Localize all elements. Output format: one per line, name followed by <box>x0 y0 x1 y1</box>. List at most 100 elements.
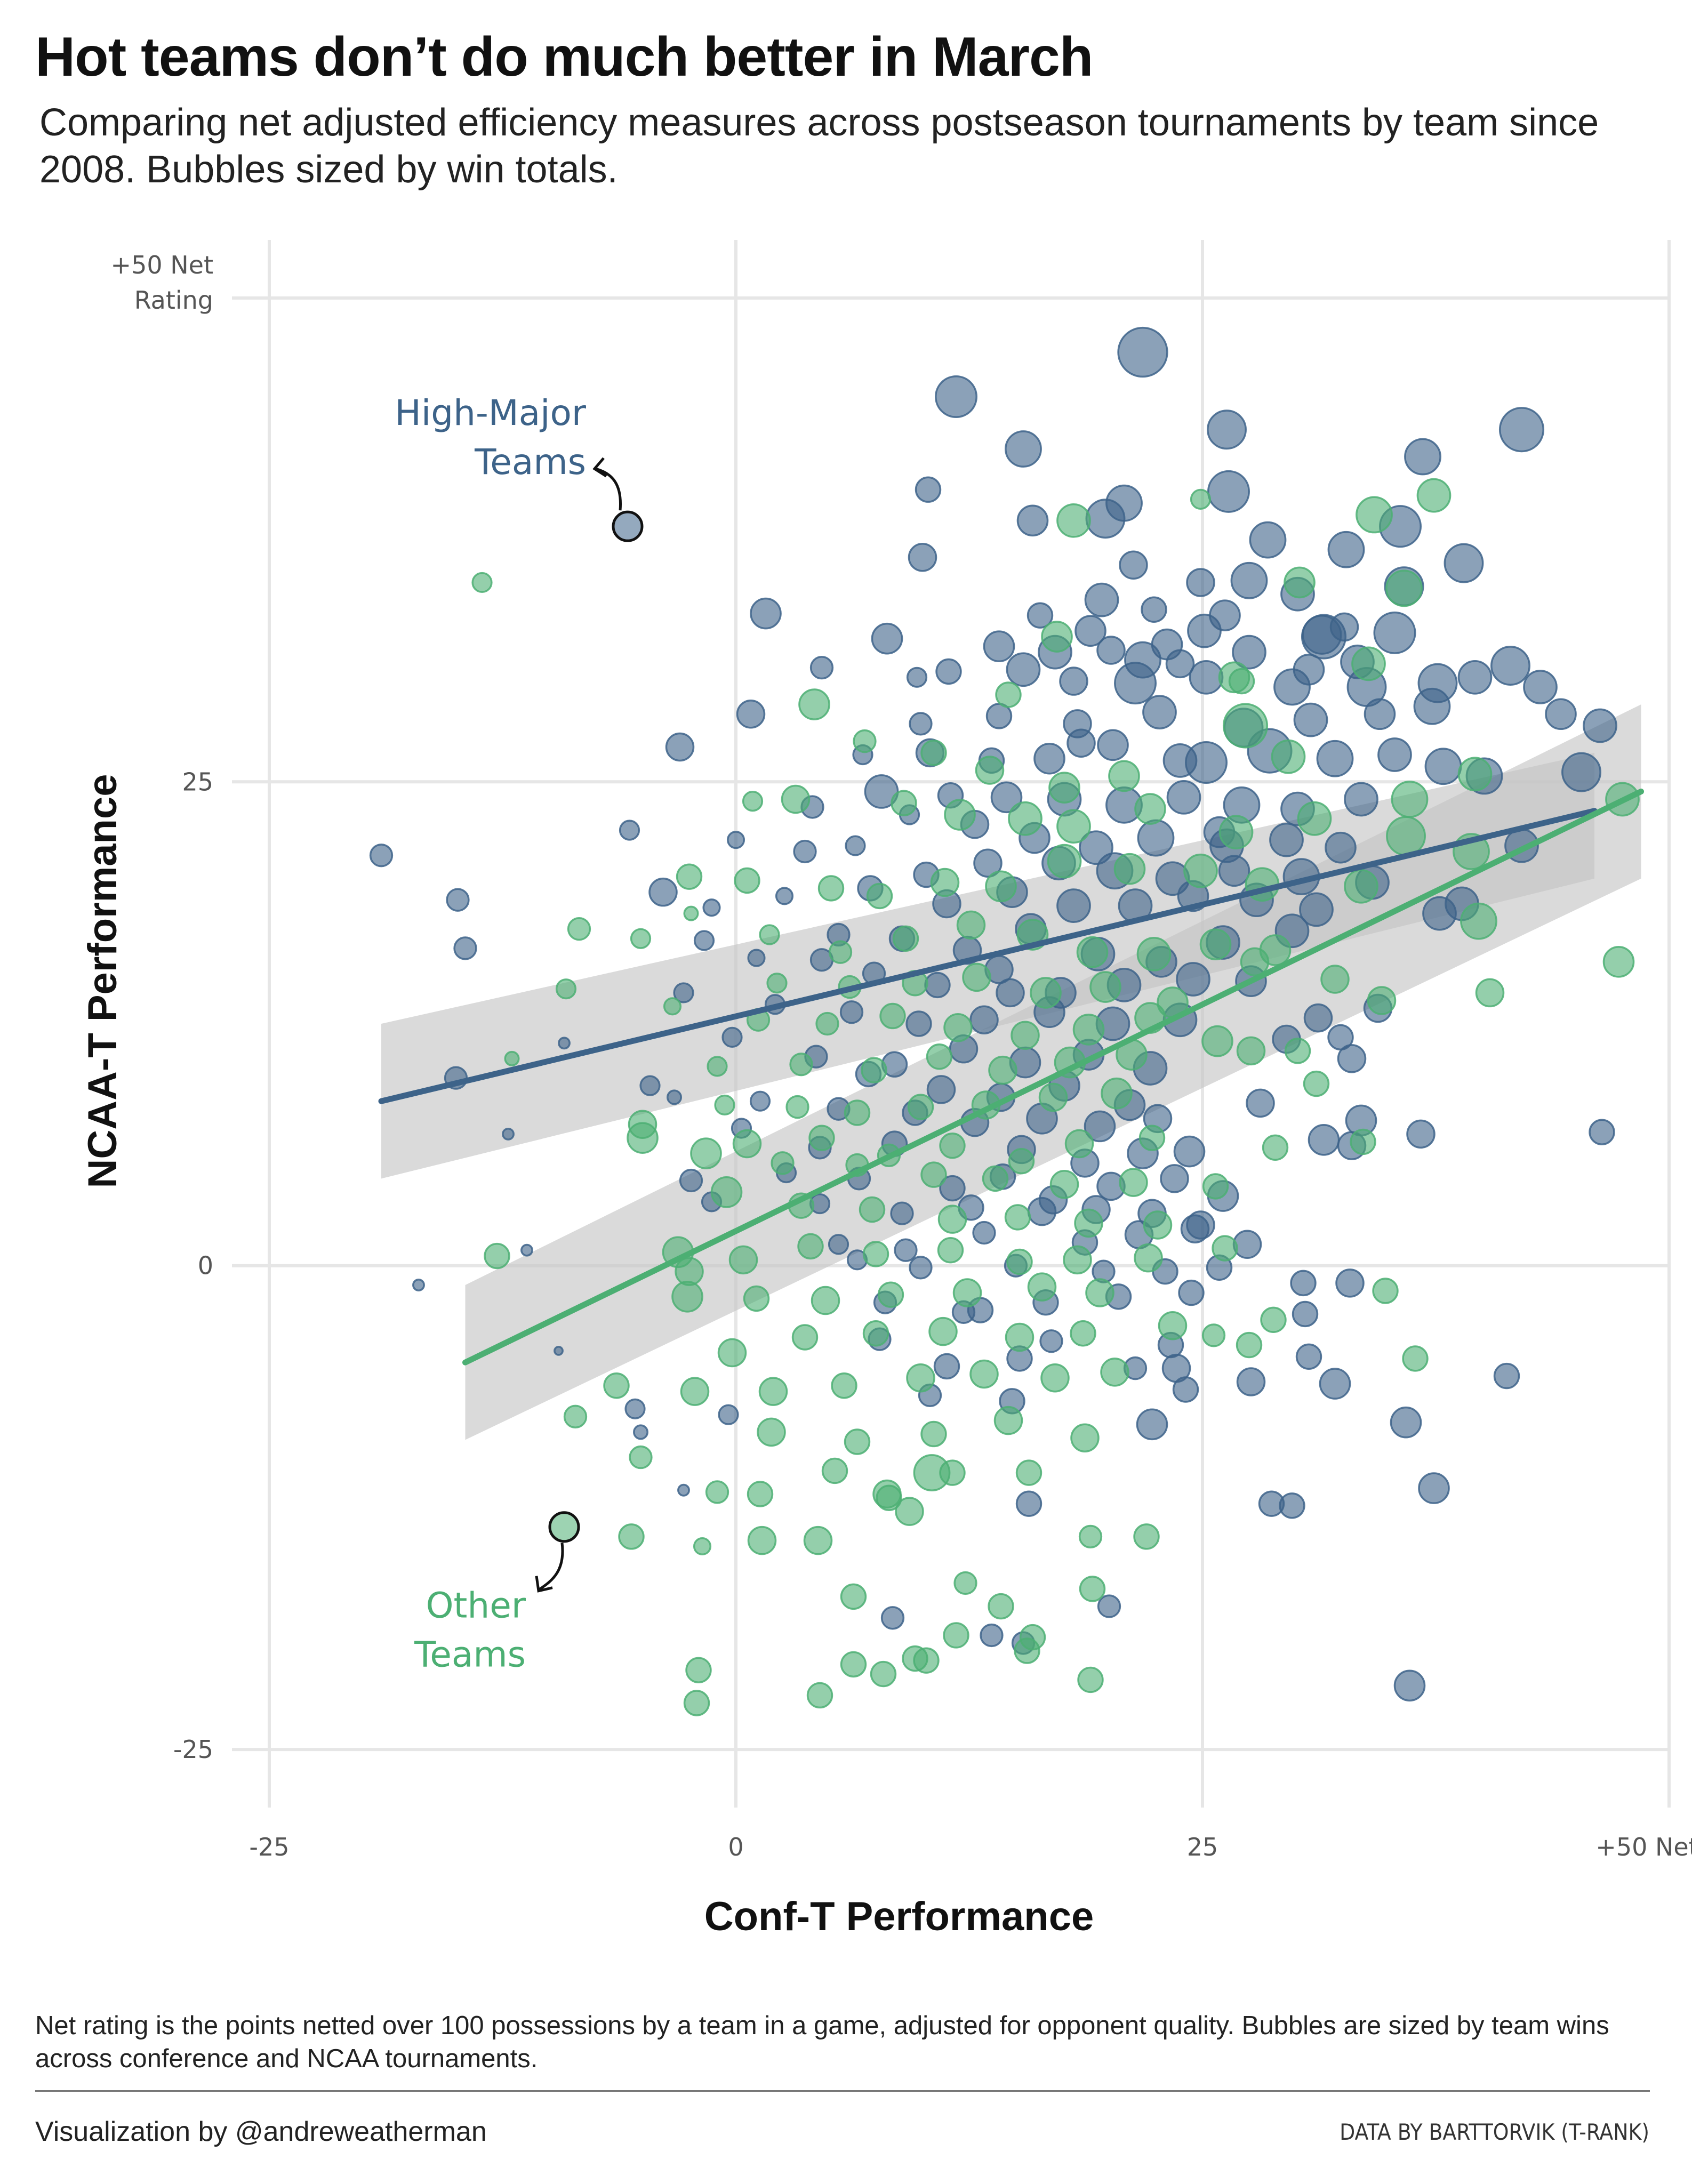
bubble-high-major <box>1074 615 1106 647</box>
bubble-high-major <box>1406 1119 1436 1149</box>
bubble-high-major <box>1015 1490 1043 1517</box>
bubble-other <box>1070 1423 1100 1452</box>
bubble-other <box>563 1404 588 1428</box>
bubble-other <box>840 1583 867 1610</box>
bubble-high-major <box>665 732 695 762</box>
bubble-high-major <box>1176 962 1210 997</box>
bubble-other <box>1320 965 1350 994</box>
bubble-other <box>685 1657 712 1683</box>
bubble-high-major <box>1344 782 1378 817</box>
bubble-high-major <box>1319 1368 1351 1400</box>
bubble-high-major <box>749 1090 771 1112</box>
bubble-other <box>603 1372 630 1399</box>
bubble-other <box>1222 703 1269 749</box>
bubble-other <box>993 1406 1023 1435</box>
bubble-high-major <box>1236 1367 1266 1396</box>
bubble-other <box>1133 1523 1160 1550</box>
bubble-other <box>1101 1077 1133 1110</box>
bubble-other <box>920 1420 947 1448</box>
bubble-other <box>707 1056 728 1077</box>
bubble-high-major <box>880 1606 905 1630</box>
bubble-high-major <box>1269 822 1304 857</box>
bubble-high-major <box>939 1175 966 1202</box>
bubble-other <box>926 1043 953 1070</box>
bubble-high-major <box>1373 611 1416 654</box>
bubble-high-major <box>775 887 794 905</box>
bubble-other <box>683 1690 710 1716</box>
bubble-other <box>630 928 652 949</box>
bubble-other <box>1072 1014 1105 1046</box>
annotation-label: Other Teams <box>414 1585 526 1675</box>
bubble-other <box>892 925 919 952</box>
y-tick-label: -25 <box>173 1735 213 1764</box>
bubble-high-major <box>1119 550 1148 580</box>
bubble-other <box>1260 1306 1287 1334</box>
bubble-other <box>1008 1148 1035 1175</box>
bubble-high-major <box>1141 596 1167 623</box>
bubble-high-major <box>1589 1119 1615 1145</box>
bubble-other <box>717 1338 747 1368</box>
bubble-other <box>693 1537 712 1556</box>
bubble-other <box>907 1094 934 1120</box>
bubble-other <box>862 1320 889 1347</box>
bubble-other <box>808 1125 835 1151</box>
chart-subtitle: Comparing net adjusted efficiency measur… <box>39 101 1599 191</box>
bubble-high-major <box>747 949 766 967</box>
bubble-high-major <box>906 667 928 688</box>
bubble-high-major <box>935 658 962 685</box>
bubble-other <box>891 790 917 816</box>
bubble-other <box>1218 815 1254 850</box>
bubble-other <box>1136 936 1172 971</box>
bubble-high-major <box>1160 1164 1189 1193</box>
bubble-other <box>920 1161 947 1188</box>
bubble-high-major <box>1173 1135 1206 1168</box>
bubble-other <box>862 1241 889 1267</box>
bubble-high-major <box>1085 499 1126 539</box>
bubble-high-major <box>915 476 942 503</box>
bubble-other <box>1284 566 1316 599</box>
bubble-other <box>943 1622 969 1649</box>
bubble-other <box>844 1428 871 1455</box>
bubble-other <box>879 1002 906 1030</box>
y-tick-label: 0 <box>198 1251 213 1280</box>
bubble-high-major <box>1166 780 1201 815</box>
bubble-high-major <box>1097 729 1129 761</box>
bubble-high-major <box>1393 1669 1426 1702</box>
bubble-other <box>1085 1278 1114 1307</box>
bubble-other <box>1271 739 1306 774</box>
bubble-other <box>1108 760 1140 792</box>
annotation-arrow <box>538 1543 564 1591</box>
bubble-high-major <box>619 820 640 841</box>
bubble-other <box>1079 1576 1106 1602</box>
bubble-high-major <box>969 1005 999 1034</box>
bubble-other <box>840 1651 867 1678</box>
bubble-high-major <box>983 630 1015 663</box>
bubble-other <box>766 973 788 994</box>
bubble-high-major <box>1301 614 1347 660</box>
bubble-other <box>743 1285 770 1312</box>
bubble-high-major <box>726 831 745 849</box>
bubble-other <box>995 681 1022 708</box>
credit: Visualization by @andreweatherman <box>35 2116 487 2147</box>
bubble-high-major <box>1327 531 1365 568</box>
bubble-other <box>1078 1524 1103 1549</box>
footnote: Net rating is the points netted over 100… <box>35 2011 1609 2073</box>
bubble-other <box>1005 1322 1035 1352</box>
bubble-other <box>1040 1363 1070 1393</box>
bubble-other <box>853 729 877 753</box>
bubble-other <box>1199 928 1232 960</box>
bubble-high-major <box>624 1398 646 1419</box>
y-axis-title: NCAA-T Performance <box>80 774 125 1188</box>
bubble-other <box>1228 668 1255 695</box>
bubble-high-major <box>908 543 937 572</box>
bubble-high-major <box>1027 1197 1057 1226</box>
bubble-other <box>1138 1125 1166 1151</box>
bubble-other <box>567 917 591 941</box>
bubbles <box>369 326 1640 1716</box>
bubble-other <box>734 867 760 894</box>
bubble-other <box>1048 772 1080 804</box>
bubble-other <box>1143 1210 1173 1240</box>
annotation-marker <box>612 510 644 542</box>
bubble-high-major <box>1457 660 1493 695</box>
bubble-other <box>953 1571 977 1595</box>
